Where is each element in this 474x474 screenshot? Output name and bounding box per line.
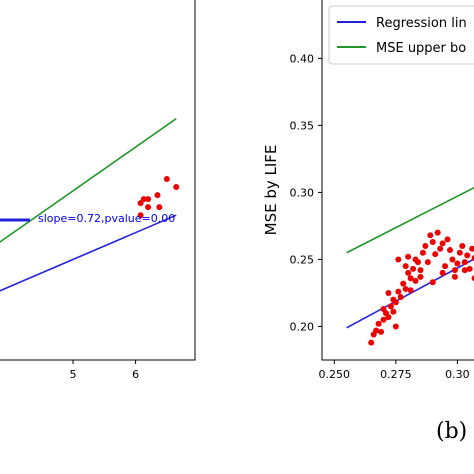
chart-a-data-point: [145, 196, 152, 203]
chart-b-y-tick-label: 0.30: [290, 186, 315, 199]
chart-b-data-point: [405, 253, 412, 260]
chart-b-data-point: [442, 263, 449, 270]
chart-a-data-point: [173, 184, 180, 191]
chart-b: 0.20 0.25 0.30 0.35 0.40 0.250 0.275 0.30 MSE …: [262, 0, 474, 381]
chart-a-data-point: [137, 200, 144, 207]
chart-b-data-point: [368, 339, 375, 346]
chart-b-upper-bound-line: [346, 186, 474, 254]
chart-a-frame: [0, 0, 196, 361]
chart-b-data-point: [427, 232, 434, 239]
chart-b-x-tick-label: 0.275: [380, 368, 412, 381]
chart-b-data-point: [466, 265, 473, 272]
chart-b-legend: Regression lin MSE upper bo: [328, 5, 474, 65]
chart-b-data-point: [471, 255, 474, 262]
chart-b-x-tick-label: 0.30: [445, 368, 470, 381]
legend-box: [328, 5, 474, 65]
chart-b-data-point: [419, 249, 426, 256]
chart-b-data-point: [385, 289, 392, 296]
chart-b-data-point: [469, 245, 474, 252]
chart-b-y-tick-label: 0.20: [290, 320, 315, 333]
chart-b-x-axis: 0.250 0.275 0.30: [319, 360, 470, 381]
chart-b-plot-area: [346, 186, 474, 346]
chart-b-data-point: [385, 314, 392, 321]
chart-b-data-point: [429, 279, 436, 286]
chart-b-data-point: [439, 269, 446, 276]
chart-a-data-point: [156, 204, 163, 211]
chart-a-data-point: [137, 212, 144, 219]
chart-a-upper-bound-line: [0, 118, 177, 243]
chart-b-x-tick-label: 0.250: [319, 368, 351, 381]
chart-b-data-point: [449, 256, 456, 263]
chart-b-data-point: [387, 303, 394, 310]
chart-b-data-point: [395, 288, 402, 295]
chart-b-data-point: [390, 308, 397, 315]
chart-a-data-point: [163, 176, 170, 182]
chart-a-plot-area: [0, 118, 180, 292]
chart-a-x-tick-label: 5: [70, 368, 77, 381]
chart-b-y-tick-label: 0.40: [290, 52, 315, 65]
chart-b-y-axis: 0.20 0.25 0.30 0.35 0.40: [290, 52, 322, 333]
chart-b-data-point: [392, 323, 399, 330]
chart-b-data-point: [380, 306, 387, 313]
figure-caption: (b): [436, 419, 467, 444]
legend-label-upper-bound: MSE upper bo: [376, 41, 466, 56]
chart-b-data-point: [461, 267, 468, 274]
chart-b-frame: [321, 0, 474, 361]
chart-a-regression-line: [0, 214, 177, 292]
chart-a-data-point: [154, 192, 161, 199]
chart-b-data-point: [439, 240, 446, 247]
chart-b-data-point: [395, 256, 402, 263]
chart-a-slope-annotation: slope=0.72,pvalue=0.00: [38, 212, 175, 225]
legend-label-regression: Regression lin: [376, 16, 467, 31]
chart-b-data-point: [459, 243, 466, 250]
chart-b-data-point: [402, 263, 409, 270]
chart-b-data-point: [451, 267, 458, 274]
chart-b-data-point: [412, 277, 419, 284]
chart-b-data-point: [454, 260, 461, 267]
chart-b-data-point: [432, 251, 439, 258]
chart-b-data-point: [415, 259, 421, 266]
chart-b-data-point: [422, 243, 429, 250]
chart-b-data-point: [407, 287, 414, 294]
chart-b-data-point: [392, 299, 399, 306]
chart-b-regression-line: [346, 258, 474, 329]
chart-b-data-point: [378, 328, 385, 335]
chart-b-data-point: [447, 247, 453, 254]
chart-a-data-point: [145, 204, 152, 211]
chart-b-data-point: [417, 267, 424, 274]
chart-b-data-point: [405, 269, 412, 276]
chart-b-y-axis-label: MSE by LIFE: [262, 145, 280, 236]
chart-b-data-point: [461, 259, 468, 266]
chart-b-data-point: [375, 320, 382, 327]
chart-b-data-point: [434, 229, 441, 236]
chart-b-y-tick-label: 0.25: [290, 253, 315, 266]
chart-b-data-point: [437, 245, 444, 252]
chart-b-data-point: [380, 316, 387, 323]
chart-b-data-point: [456, 249, 463, 256]
chart-b-data-point: [424, 259, 431, 266]
chart-b-data-point: [407, 275, 414, 282]
chart-a-data-point: [140, 196, 147, 203]
chart-b-y-tick-label: 0.35: [290, 119, 315, 132]
chart-b-data-point: [397, 293, 404, 300]
chart-a-x-tick-label: 6: [132, 368, 139, 381]
chart-b-data-point: [464, 252, 471, 259]
chart-b-data-point: [400, 280, 407, 287]
chart-b-data-point: [471, 275, 474, 282]
chart-b-data-point: [429, 239, 436, 246]
chart-b-data-point: [444, 236, 451, 243]
chart-b-data-point: [451, 273, 458, 280]
chart-b-data-point: [410, 265, 417, 272]
chart-b-data-point: [373, 327, 380, 334]
chart-b-data-point: [402, 285, 409, 292]
chart-b-data-point: [417, 273, 424, 280]
